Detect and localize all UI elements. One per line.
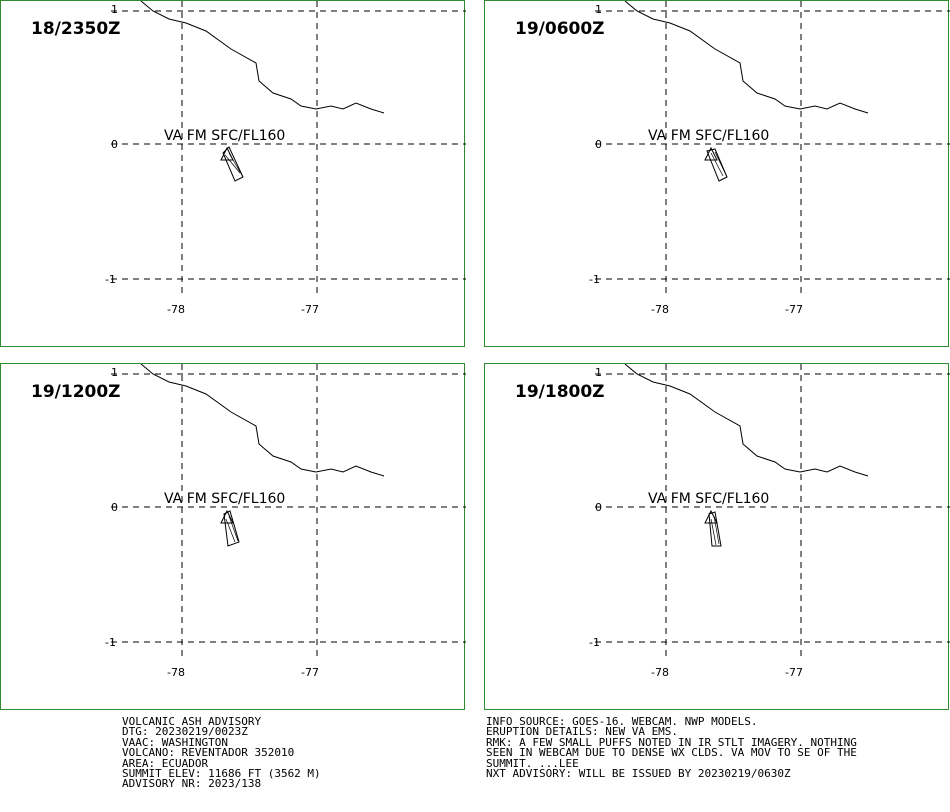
y-tick-neg1: -1 [105, 636, 116, 649]
y-tick-neg1: -1 [105, 273, 116, 286]
forecast-panel-2: 19/0600Z VA FM SFC/FL160 1 0 -1 -78 -77 [484, 0, 950, 347]
advisory-line: INFO SOURCE: GOES-16. WEBCAM. NWP MODELS… [486, 715, 758, 728]
ash-cloud-area [222, 146, 244, 182]
y-tick-neg1: -1 [589, 273, 600, 286]
advisory-line: NXT ADVISORY: WILL BE ISSUED BY 20230219… [486, 767, 791, 781]
valid-time: 19/1800Z [515, 382, 605, 402]
volcano-marker [220, 146, 234, 161]
vertical-extent-label: VA FM SFC/FL160 [648, 491, 770, 507]
advisory-header-block: VOLCANIC ASH ADVISORY DTG: 20230219/0023… [122, 715, 321, 791]
forecast-panel-3: 19/1200Z VA FM SFC/FL160 1 0 -1 -78 -77 [0, 363, 466, 710]
coastline [624, 1, 869, 114]
y-tick-0: 0 [111, 138, 118, 151]
y-tick-1: 1 [595, 3, 602, 16]
y-tick-0: 0 [111, 501, 118, 514]
y-tick-1: 1 [595, 366, 602, 379]
advisory-line: SUMMIT ELEV: 11686 FT (3562 M) [122, 767, 321, 781]
x-tick-77: -77 [785, 303, 803, 316]
advisory-line: ADVISORY NR: 2023/138 [122, 777, 262, 791]
map-graphic [595, 364, 950, 659]
advisory-line: VOLCANIC ASH ADVISORY [122, 715, 262, 728]
map-graphic [595, 1, 950, 296]
y-tick-neg1: -1 [589, 636, 600, 649]
advisory-line: VAAC: WASHINGTON [122, 735, 228, 749]
advisory-line: SEEN IN WEBCAM DUE TO DENSE WX CLDS. VA … [486, 746, 857, 760]
ash-cloud-area [708, 511, 722, 547]
forecast-panel-4: 19/1800Z VA FM SFC/FL160 1 0 -1 -78 -77 [484, 363, 950, 710]
vertical-extent-label: VA FM SFC/FL160 [648, 128, 770, 144]
advisory-line: VOLCANO: REVENTADOR 352010 [122, 746, 295, 760]
forecast-panel-1: 18/2350Z VA FM SFC/FL160 1 0 -1 -78 -77 [0, 0, 466, 347]
map-graphic [111, 364, 466, 659]
valid-time: 18/2350Z [31, 19, 121, 39]
x-tick-78: -78 [167, 666, 185, 679]
advisory-remarks-block: INFO SOURCE: GOES-16. WEBCAM. NWP MODELS… [486, 715, 857, 781]
coastline [140, 364, 385, 477]
volcano-marker [704, 146, 718, 161]
x-tick-78: -78 [651, 303, 669, 316]
advisory-line: RMK: A FEW SMALL PUFFS NOTED IN IR STLT … [486, 735, 857, 749]
valid-time: 19/0600Z [515, 19, 605, 39]
map-graphic [111, 1, 466, 296]
coastline [624, 364, 869, 477]
advisory-line: DTG: 20230219/0023Z [122, 725, 248, 739]
coastline [140, 1, 385, 114]
vertical-extent-label: VA FM SFC/FL160 [164, 491, 286, 507]
y-tick-0: 0 [595, 501, 602, 514]
volcano-marker [704, 509, 718, 524]
x-tick-78: -78 [651, 666, 669, 679]
y-tick-0: 0 [595, 138, 602, 151]
advisory-line: AREA: ECUADOR [122, 756, 209, 770]
valid-time: 19/1200Z [31, 382, 121, 402]
volcano-marker [220, 509, 234, 524]
x-tick-77: -77 [301, 666, 319, 679]
ash-cloud-area [223, 510, 240, 547]
advisory-line: ERUPTION DETAILS: NEW VA EMS. [486, 725, 679, 739]
y-tick-1: 1 [111, 3, 118, 16]
x-tick-78: -78 [167, 303, 185, 316]
advisory-line: SUMMIT. ...LEE [486, 756, 579, 770]
vertical-extent-label: VA FM SFC/FL160 [164, 128, 286, 144]
x-tick-77: -77 [301, 303, 319, 316]
y-tick-1: 1 [111, 366, 118, 379]
x-tick-77: -77 [785, 666, 803, 679]
